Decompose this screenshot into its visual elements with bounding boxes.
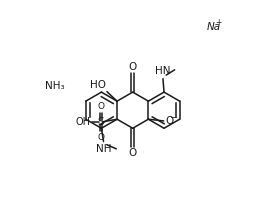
Text: O: O	[165, 116, 173, 126]
Text: −: −	[169, 113, 176, 122]
Text: HO: HO	[90, 80, 106, 90]
Text: Na: Na	[207, 22, 221, 32]
Text: O: O	[129, 62, 137, 72]
Text: S: S	[98, 117, 105, 127]
Text: +: +	[215, 18, 221, 27]
Text: OH: OH	[76, 117, 91, 127]
Text: O: O	[98, 133, 105, 142]
Text: O: O	[129, 149, 137, 158]
Text: NH: NH	[96, 144, 111, 154]
Text: HN: HN	[155, 66, 171, 76]
Text: NH₃: NH₃	[45, 81, 65, 91]
Text: O: O	[98, 102, 105, 111]
